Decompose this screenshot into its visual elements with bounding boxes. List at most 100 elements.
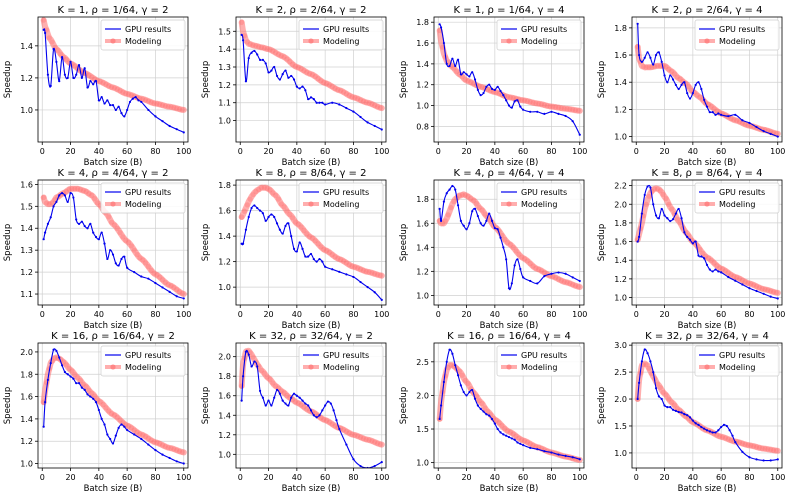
gpu-point [663,404,666,407]
gpu-point [168,124,171,128]
gpu-point [83,67,86,70]
gpu-point [748,456,751,459]
y-tick-label: 2.5 [416,358,429,367]
modeling-point [92,393,98,399]
x-tick-label: 100 [770,147,785,156]
gpu-point [133,271,136,274]
modeling-point [666,396,672,402]
gpu-point [657,51,660,54]
y-tick-label: 1.8 [218,181,231,190]
modeling-point [278,53,284,59]
modeling-point [504,428,511,434]
modeling-point [513,248,519,254]
gpu-point [309,409,313,412]
modeling-point [46,35,52,41]
modeling-point [567,280,573,287]
modeling-point [298,402,304,408]
modeling-line [436,191,583,290]
modeling-point [657,188,663,194]
modeling-point [745,442,751,448]
gpu-line [241,204,383,301]
modeling-point [374,104,381,110]
modeling-line [436,27,583,114]
modeling-point [366,269,372,275]
modeling-point [159,442,166,448]
modeling-point [536,101,542,107]
modeling-point [504,94,511,100]
chart-title: K = 8, ρ = 8/64, γ = 4 [652,168,763,179]
modeling-point [142,97,149,103]
gpu-point [439,26,443,29]
y-tick-label: 2.5 [614,368,627,377]
chart-panel: 0 20 40 60 80 100 0.8 1.0 1.2 1.4 1.6 1.8 K = 1, ρ =… [399,5,587,168]
gpu-point [42,425,45,428]
gpu-point [63,370,66,374]
gpu-point [640,60,644,63]
x-axis-label: Batch size (B) [480,484,539,494]
gpu-point [519,442,522,445]
gpu-point [43,401,47,404]
legend-model-label: Modeling [125,363,161,372]
modeling-point [372,102,378,108]
modeling-point [550,104,556,110]
gpu-point [465,73,468,76]
modeling-point [663,64,669,70]
gpu-point [636,22,639,25]
modeling-point [753,283,760,289]
gpu-point [168,290,171,293]
gpu-point [352,275,355,279]
gpu-point [97,238,100,241]
gpu-point [697,423,700,426]
chart-panel: 0 20 40 60 80 100 1.0 1.2 1.4 1.6 1.8 K = 8, ρ = 8/… [201,168,389,331]
y-tick-label: 1.2 [20,268,33,277]
gpu-point [284,402,287,405]
gpu-point [295,394,298,397]
gpu-point [284,69,287,72]
gpu-point [507,287,511,290]
gpu-point [175,295,178,298]
gpu-point [380,461,383,464]
modeling-point [479,400,485,407]
modeling-point [275,196,282,202]
modeling-point [114,414,120,420]
gpu-point [688,238,692,241]
gpu-point [147,443,150,446]
gpu-point [275,388,279,391]
gpu-point [281,399,284,402]
gpu-point [669,219,672,223]
gpu-point [694,240,697,243]
gpu-point [519,105,522,108]
modeling-point [527,441,533,447]
x-tick-label: 20 [659,147,669,156]
gpu-point [536,448,539,451]
legend-gpu-label: GPU results [719,351,765,360]
y-tick-label: 1.0 [416,291,429,300]
modeling-point [739,440,745,447]
modeling-point [357,97,364,103]
plot-frame [433,16,585,143]
modeling-point [479,207,485,213]
modeling-point [456,193,463,199]
gpu-point [516,441,519,444]
x-axis-label: Batch size (B) [84,158,143,168]
modeling-point [46,201,52,207]
chart-title: K = 1, ρ = 1/64, γ = 4 [454,5,565,16]
y-tick-label: 0.8 [416,122,429,131]
gpu-point [312,257,315,261]
modeling-point [292,399,299,405]
gpu-point [256,206,259,210]
gpu-point [502,94,505,97]
modeling-point [83,383,89,390]
gpu-point [126,108,129,112]
gpu-point [643,348,646,351]
modeling-point [69,186,75,192]
modeling-point [377,272,383,279]
x-tick-label: 40 [490,147,500,156]
modeling-point [717,265,723,271]
modeling-point [239,383,245,389]
gpu-point [270,213,273,216]
gpu-point [97,99,100,102]
gpu-point [331,268,334,271]
modeling-point [748,442,754,449]
gpu-point [708,111,711,114]
